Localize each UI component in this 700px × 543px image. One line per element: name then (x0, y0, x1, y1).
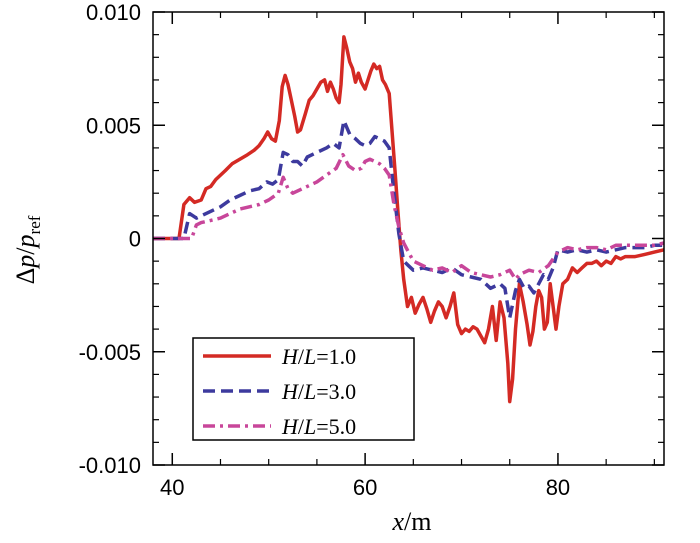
tick-labels: 40 60 80 0.010 0.005 0 -0.005 -0.010 (79, 0, 571, 500)
legend-var-l: L (303, 414, 316, 439)
legend-var-h: H (281, 344, 299, 369)
legend-value: =1.0 (316, 344, 356, 369)
legend-slash: / (298, 379, 305, 404)
series-line-2 (153, 118, 664, 320)
y-axis-title-den: p (11, 234, 40, 249)
y-tick-label: 0.005 (86, 113, 141, 138)
legend-slash: / (298, 414, 305, 439)
axis-ticks (153, 11, 664, 466)
legend: H/L=1.0H/L=3.0H/L=5.0 (192, 337, 415, 441)
legend-slash: / (298, 344, 305, 369)
y-axis-title: Δp/pref (11, 215, 44, 284)
x-tick-label: 60 (353, 475, 377, 500)
y-tick-label: -0.005 (79, 340, 141, 365)
series-group (153, 35, 665, 404)
legend-var-l: L (303, 344, 316, 369)
y-axis-title-num: p (11, 255, 40, 270)
x-axis-title-var: x (392, 507, 405, 536)
legend-var-h: H (281, 379, 299, 404)
y-tick-label: 0 (129, 227, 141, 252)
legend-label-2: H/L=3.0 (281, 379, 356, 404)
y-tick-label: 0.010 (86, 0, 141, 25)
y-tick-label: -0.010 (79, 453, 141, 478)
legend-var-h: H (281, 414, 299, 439)
legend-value: =5.0 (316, 414, 356, 439)
series-line-3 (153, 152, 665, 282)
x-tick-label: 40 (160, 475, 184, 500)
legend-label-1: H/L=1.0 (281, 344, 356, 369)
legend-items: H/L=1.0H/L=3.0H/L=5.0 (203, 344, 356, 439)
legend-var-l: L (303, 379, 316, 404)
y-axis-title-sub: ref (25, 215, 44, 234)
x-axis-title-unit: /m (404, 507, 431, 536)
x-axis-title: x/m (392, 507, 432, 536)
legend-value: =3.0 (316, 379, 356, 404)
y-axis-title-delta: Δ (11, 268, 40, 285)
y-axis-title-slash: / (11, 247, 40, 255)
x-tick-label: 80 (546, 475, 570, 500)
series-line-1 (153, 35, 665, 404)
legend-label-3: H/L=5.0 (281, 414, 356, 439)
